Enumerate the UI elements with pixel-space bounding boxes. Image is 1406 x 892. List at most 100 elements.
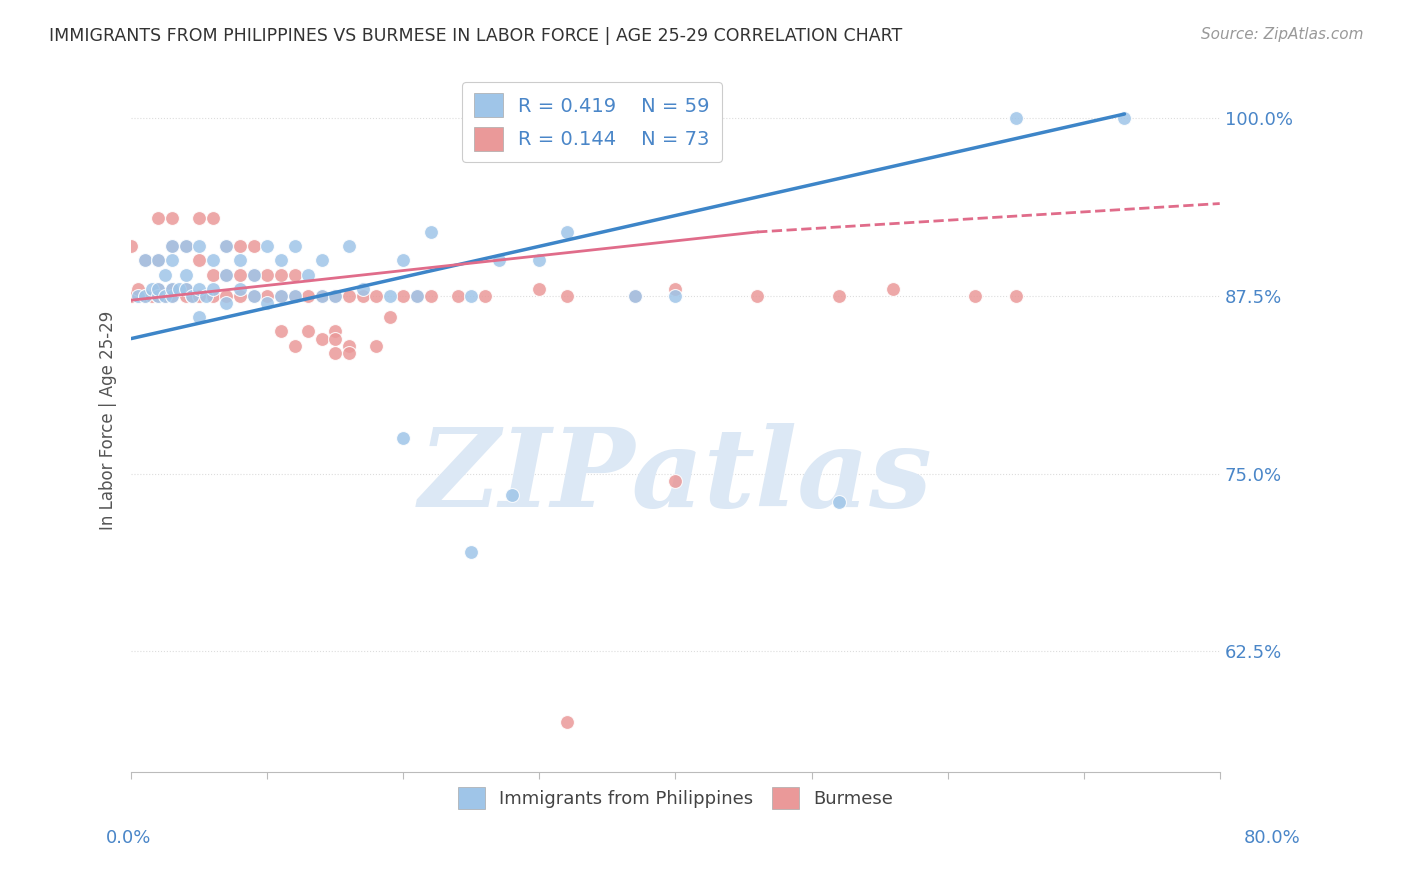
Point (378, 310, 401, 325)
Point (1004, 112, 1026, 126)
Point (242, 268, 264, 282)
Point (529, 253, 551, 268)
Point (378, 289, 401, 303)
Point (188, 310, 211, 325)
Point (141, 282, 163, 296)
Point (419, 289, 441, 303)
Point (406, 289, 429, 303)
Point (155, 289, 177, 303)
Point (229, 268, 252, 282)
Point (134, 253, 156, 268)
Point (215, 268, 238, 282)
Point (270, 268, 292, 282)
Point (392, 253, 415, 268)
Point (160, 253, 183, 268)
Point (174, 268, 197, 282)
Point (882, 282, 904, 296)
Point (828, 495, 851, 509)
Point (242, 239, 264, 253)
Point (201, 253, 224, 268)
Point (337, 345, 360, 359)
Point (311, 253, 333, 268)
Point (325, 325, 347, 339)
Point (270, 325, 292, 339)
Point (419, 225, 441, 239)
Point (127, 289, 149, 303)
Point (160, 211, 183, 225)
Point (256, 296, 278, 310)
Point (134, 289, 156, 303)
Point (160, 282, 183, 296)
Point (155, 268, 177, 282)
Point (229, 282, 252, 296)
Point (215, 296, 238, 310)
Point (160, 289, 183, 303)
Point (325, 345, 347, 359)
Point (256, 268, 278, 282)
Point (174, 239, 197, 253)
Point (148, 253, 170, 268)
Point (160, 239, 183, 253)
Point (160, 239, 183, 253)
Point (270, 289, 292, 303)
Point (366, 289, 388, 303)
Point (311, 289, 333, 303)
Point (242, 289, 264, 303)
Point (828, 289, 851, 303)
Point (283, 339, 305, 353)
Point (188, 211, 211, 225)
Point (242, 268, 264, 282)
Point (188, 239, 211, 253)
Point (555, 225, 578, 239)
Point (555, 715, 578, 730)
Point (148, 211, 170, 225)
Point (120, 289, 142, 303)
Point (529, 282, 551, 296)
Point (270, 253, 292, 268)
Point (963, 289, 986, 303)
Text: 80.0%: 80.0% (1244, 829, 1301, 847)
Point (188, 253, 211, 268)
Point (270, 289, 292, 303)
Point (337, 289, 360, 303)
Point (195, 289, 218, 303)
Point (160, 289, 183, 303)
Point (229, 253, 252, 268)
Point (311, 332, 333, 346)
Point (242, 289, 264, 303)
Point (352, 282, 374, 296)
Point (215, 239, 238, 253)
Point (283, 289, 305, 303)
Point (181, 289, 204, 303)
Point (155, 289, 177, 303)
Point (447, 289, 470, 303)
Point (134, 253, 156, 268)
Point (1004, 289, 1026, 303)
Y-axis label: In Labor Force | Age 25-29: In Labor Force | Age 25-29 (100, 310, 117, 530)
Point (283, 239, 305, 253)
Point (127, 282, 149, 296)
Point (664, 289, 686, 303)
Point (392, 431, 415, 445)
Point (174, 239, 197, 253)
Point (623, 289, 645, 303)
Point (311, 289, 333, 303)
Point (174, 282, 197, 296)
Point (201, 211, 224, 225)
Point (297, 268, 319, 282)
Point (366, 339, 388, 353)
Point (148, 289, 170, 303)
Point (664, 282, 686, 296)
Point (174, 282, 197, 296)
Point (167, 282, 190, 296)
Point (215, 239, 238, 253)
Point (283, 289, 305, 303)
Point (474, 289, 496, 303)
Point (460, 289, 482, 303)
Point (229, 289, 252, 303)
Point (141, 289, 163, 303)
Point (337, 339, 360, 353)
Point (201, 268, 224, 282)
Point (392, 289, 415, 303)
Point (148, 253, 170, 268)
